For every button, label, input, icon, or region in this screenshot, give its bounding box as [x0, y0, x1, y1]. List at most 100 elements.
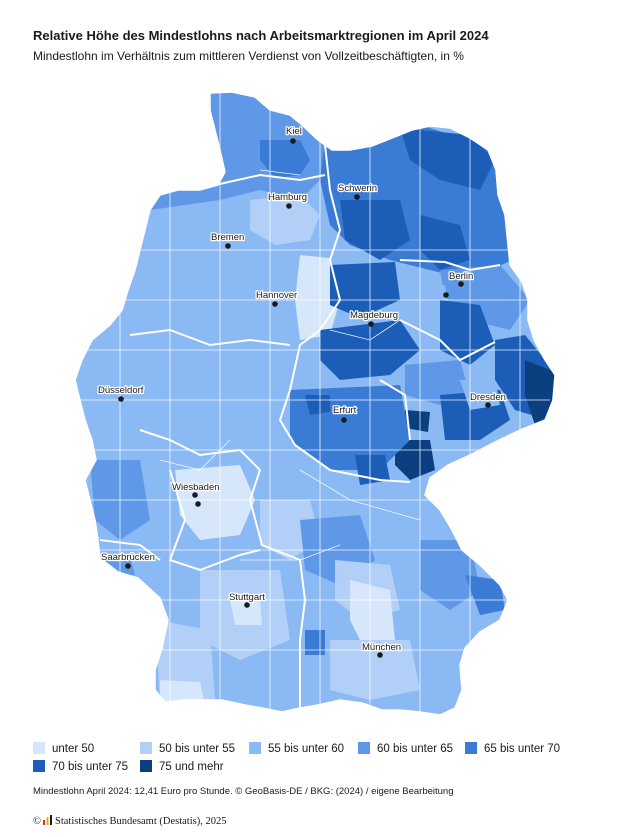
destatis-logo-icon [42, 815, 52, 825]
city-dot [368, 321, 374, 327]
region-muenchen [330, 640, 420, 700]
city-dot [458, 281, 464, 287]
city-kiel: Kiel [285, 125, 303, 144]
region-rhein-main [175, 465, 255, 540]
region-border-detail [159, 169, 421, 561]
region-ems [140, 205, 230, 275]
city-erfurt: Erfurt [332, 404, 358, 423]
border-thuringia-bavaria [278, 389, 411, 483]
legend-label: 60 bis unter 65 [377, 743, 454, 755]
region-rhein-ruhr [80, 340, 170, 430]
region-memmingen [305, 630, 325, 655]
region-altmark [330, 262, 400, 318]
city-bremen: Bremen [210, 231, 246, 249]
city-markers: Kiel Hamburg Schwerin Bremen Berlin Hann… [97, 125, 507, 658]
region-leipzig [405, 360, 470, 405]
legend-label: 55 bis unter 60 [268, 743, 345, 755]
legend-label: unter 50 [52, 743, 95, 755]
city-dot [244, 602, 250, 608]
region-muenchen-north [350, 580, 395, 650]
region-uckermark [420, 215, 470, 270]
city-stuttgart: Stuttgart [228, 591, 267, 608]
city-dot [377, 652, 383, 658]
city-dot [225, 243, 231, 249]
city-label: Erfurt [333, 405, 357, 416]
legend-item-70-75: 70 bis unter 75 [33, 760, 128, 773]
city-label: Schwerin [338, 183, 377, 194]
city-dot-potsdam [443, 292, 449, 298]
legend-item-50-55: 50 bis unter 55 [140, 742, 235, 755]
copyright-symbol: © [33, 816, 41, 827]
region-vorpommern [400, 128, 495, 190]
legend-label: 75 und mehr [159, 761, 224, 773]
city-dot [192, 492, 198, 498]
region-loerrach [160, 680, 205, 705]
legend-item-60-65: 60 bis unter 65 [358, 742, 453, 755]
city-dot [485, 402, 491, 408]
border-sh-ni [214, 173, 326, 186]
city-dot [290, 138, 296, 144]
city-label: Dresden [470, 392, 506, 403]
region-borders [80, 92, 550, 715]
city-label: Stuttgart [229, 592, 265, 603]
city-dresden: Dresden [469, 391, 507, 408]
region-hamburg-south [250, 195, 320, 245]
city-label: München [362, 642, 401, 653]
legend-swatch [249, 742, 261, 754]
city-dot-mainz [195, 501, 201, 507]
city-dot [118, 396, 124, 402]
border-nrw-ni [129, 328, 291, 347]
legend-swatch [358, 742, 370, 754]
legend-swatch [33, 742, 45, 754]
city-magdeburg: Magdeburg [349, 309, 399, 327]
city-saarbruecken: Saarbrücken [100, 551, 156, 569]
footnote: Mindestlohn April 2024: 12,41 Euro pro S… [33, 786, 454, 797]
source-line: © Statistisches Bundesamt (Destatis), 202… [33, 815, 226, 827]
region-grid-v [119, 92, 521, 715]
city-dot [286, 203, 292, 209]
legend-item-55-60: 55 bis unter 60 [249, 742, 344, 755]
legend-swatch [465, 742, 477, 754]
city-label: Berlin [449, 271, 473, 282]
legend-swatch [140, 760, 152, 772]
region-holstein-east [260, 140, 310, 178]
city-label: Magdeburg [350, 310, 398, 321]
legend-swatch [140, 742, 152, 754]
legend-swatch [33, 760, 45, 772]
region-boeblingen [230, 600, 262, 625]
region-berlin-south [400, 285, 450, 330]
city-wiesbaden: Wiesbaden [171, 481, 221, 507]
city-schwerin: Schwerin [337, 182, 378, 200]
border-bw-by [248, 469, 307, 708]
city-dot [341, 417, 347, 423]
region-oberpfalz [420, 540, 480, 610]
region-bayerwald [465, 575, 505, 615]
city-label: Hannover [256, 290, 297, 301]
city-dot [354, 194, 360, 200]
border-rp-he-bw [168, 469, 261, 572]
legend-item-unter-50: unter 50 [33, 742, 94, 755]
city-label: Düsseldorf [98, 385, 144, 396]
city-label: Saarbrücken [101, 552, 155, 563]
region-wolfsburg [295, 255, 340, 340]
city-label: Wiesbaden [172, 482, 220, 493]
city-hamburg: Hamburg [267, 191, 308, 209]
border-mv-bb [399, 259, 501, 272]
city-dot [125, 563, 131, 569]
border-nrw-he [139, 429, 261, 471]
city-label: Kiel [286, 126, 302, 137]
chart-subtitle: Mindestlohn im Verhältnis zum mittleren … [33, 49, 464, 63]
city-muenchen: München [361, 641, 402, 658]
chart-title: Relative Höhe des Mindestlohns nach Arbe… [33, 28, 489, 43]
region-prignitz [340, 200, 410, 260]
border-saarland [99, 539, 161, 561]
city-dot [272, 301, 278, 307]
legend-item-65-70: 65 bis unter 70 [465, 742, 560, 755]
legend-label: 70 bis unter 75 [52, 761, 129, 773]
source-text: Statistisches Bundesamt (Destatis), 2025 [54, 816, 227, 827]
legend-label: 65 bis unter 70 [484, 743, 561, 755]
city-berlin: Berlin [443, 270, 475, 298]
germany-map: Kiel Hamburg Schwerin Bremen Berlin Hann… [74, 91, 556, 716]
legend-label: 50 bis unter 55 [159, 743, 236, 755]
border-east-west-north [289, 144, 342, 391]
